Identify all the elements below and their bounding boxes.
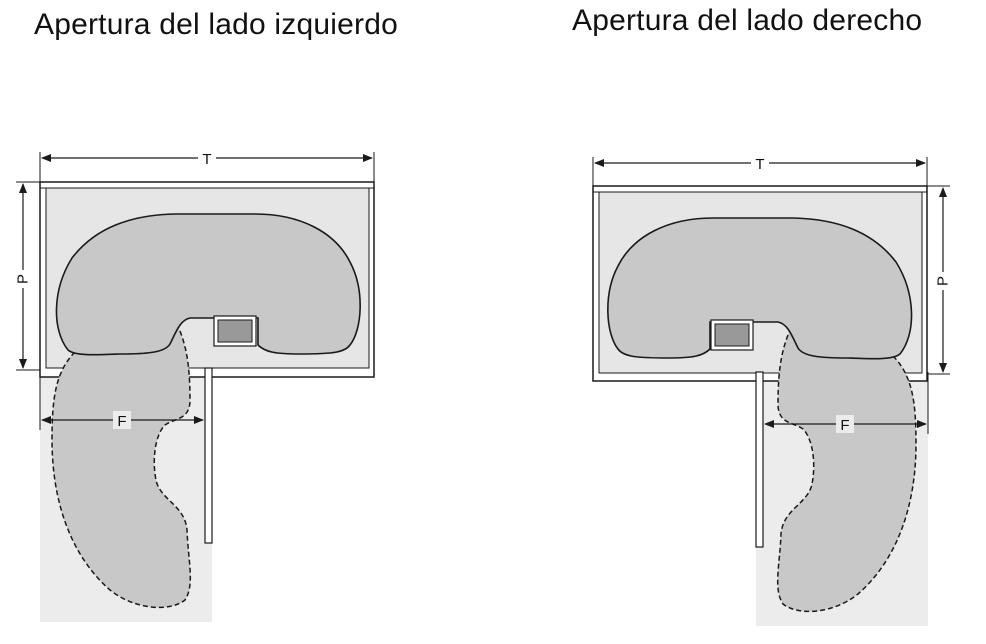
left-hinge-post [217, 319, 253, 343]
right-hinge-post [714, 323, 750, 347]
left-opening-drawing: T P F [14, 149, 375, 622]
right-tray-extended [776, 323, 917, 613]
title-left-opening: Apertura del lado izquierdo [34, 8, 398, 41]
left-width-label: T [202, 151, 211, 168]
right-opening-label: F [840, 417, 849, 434]
left-depth-label: P [15, 274, 32, 284]
right-door-panel [755, 371, 764, 548]
left-opening-label: F [117, 413, 126, 430]
right-depth-label: P [935, 276, 952, 286]
title-right-opening: Apertura del lado derecho [572, 4, 923, 37]
left-tray-stored [55, 213, 361, 356]
left-tray-extended [51, 319, 192, 609]
left-door-panel [204, 367, 213, 544]
right-opening-drawing: T P F [592, 154, 952, 626]
right-width-label: T [755, 156, 764, 173]
right-tray-stored [607, 217, 913, 360]
